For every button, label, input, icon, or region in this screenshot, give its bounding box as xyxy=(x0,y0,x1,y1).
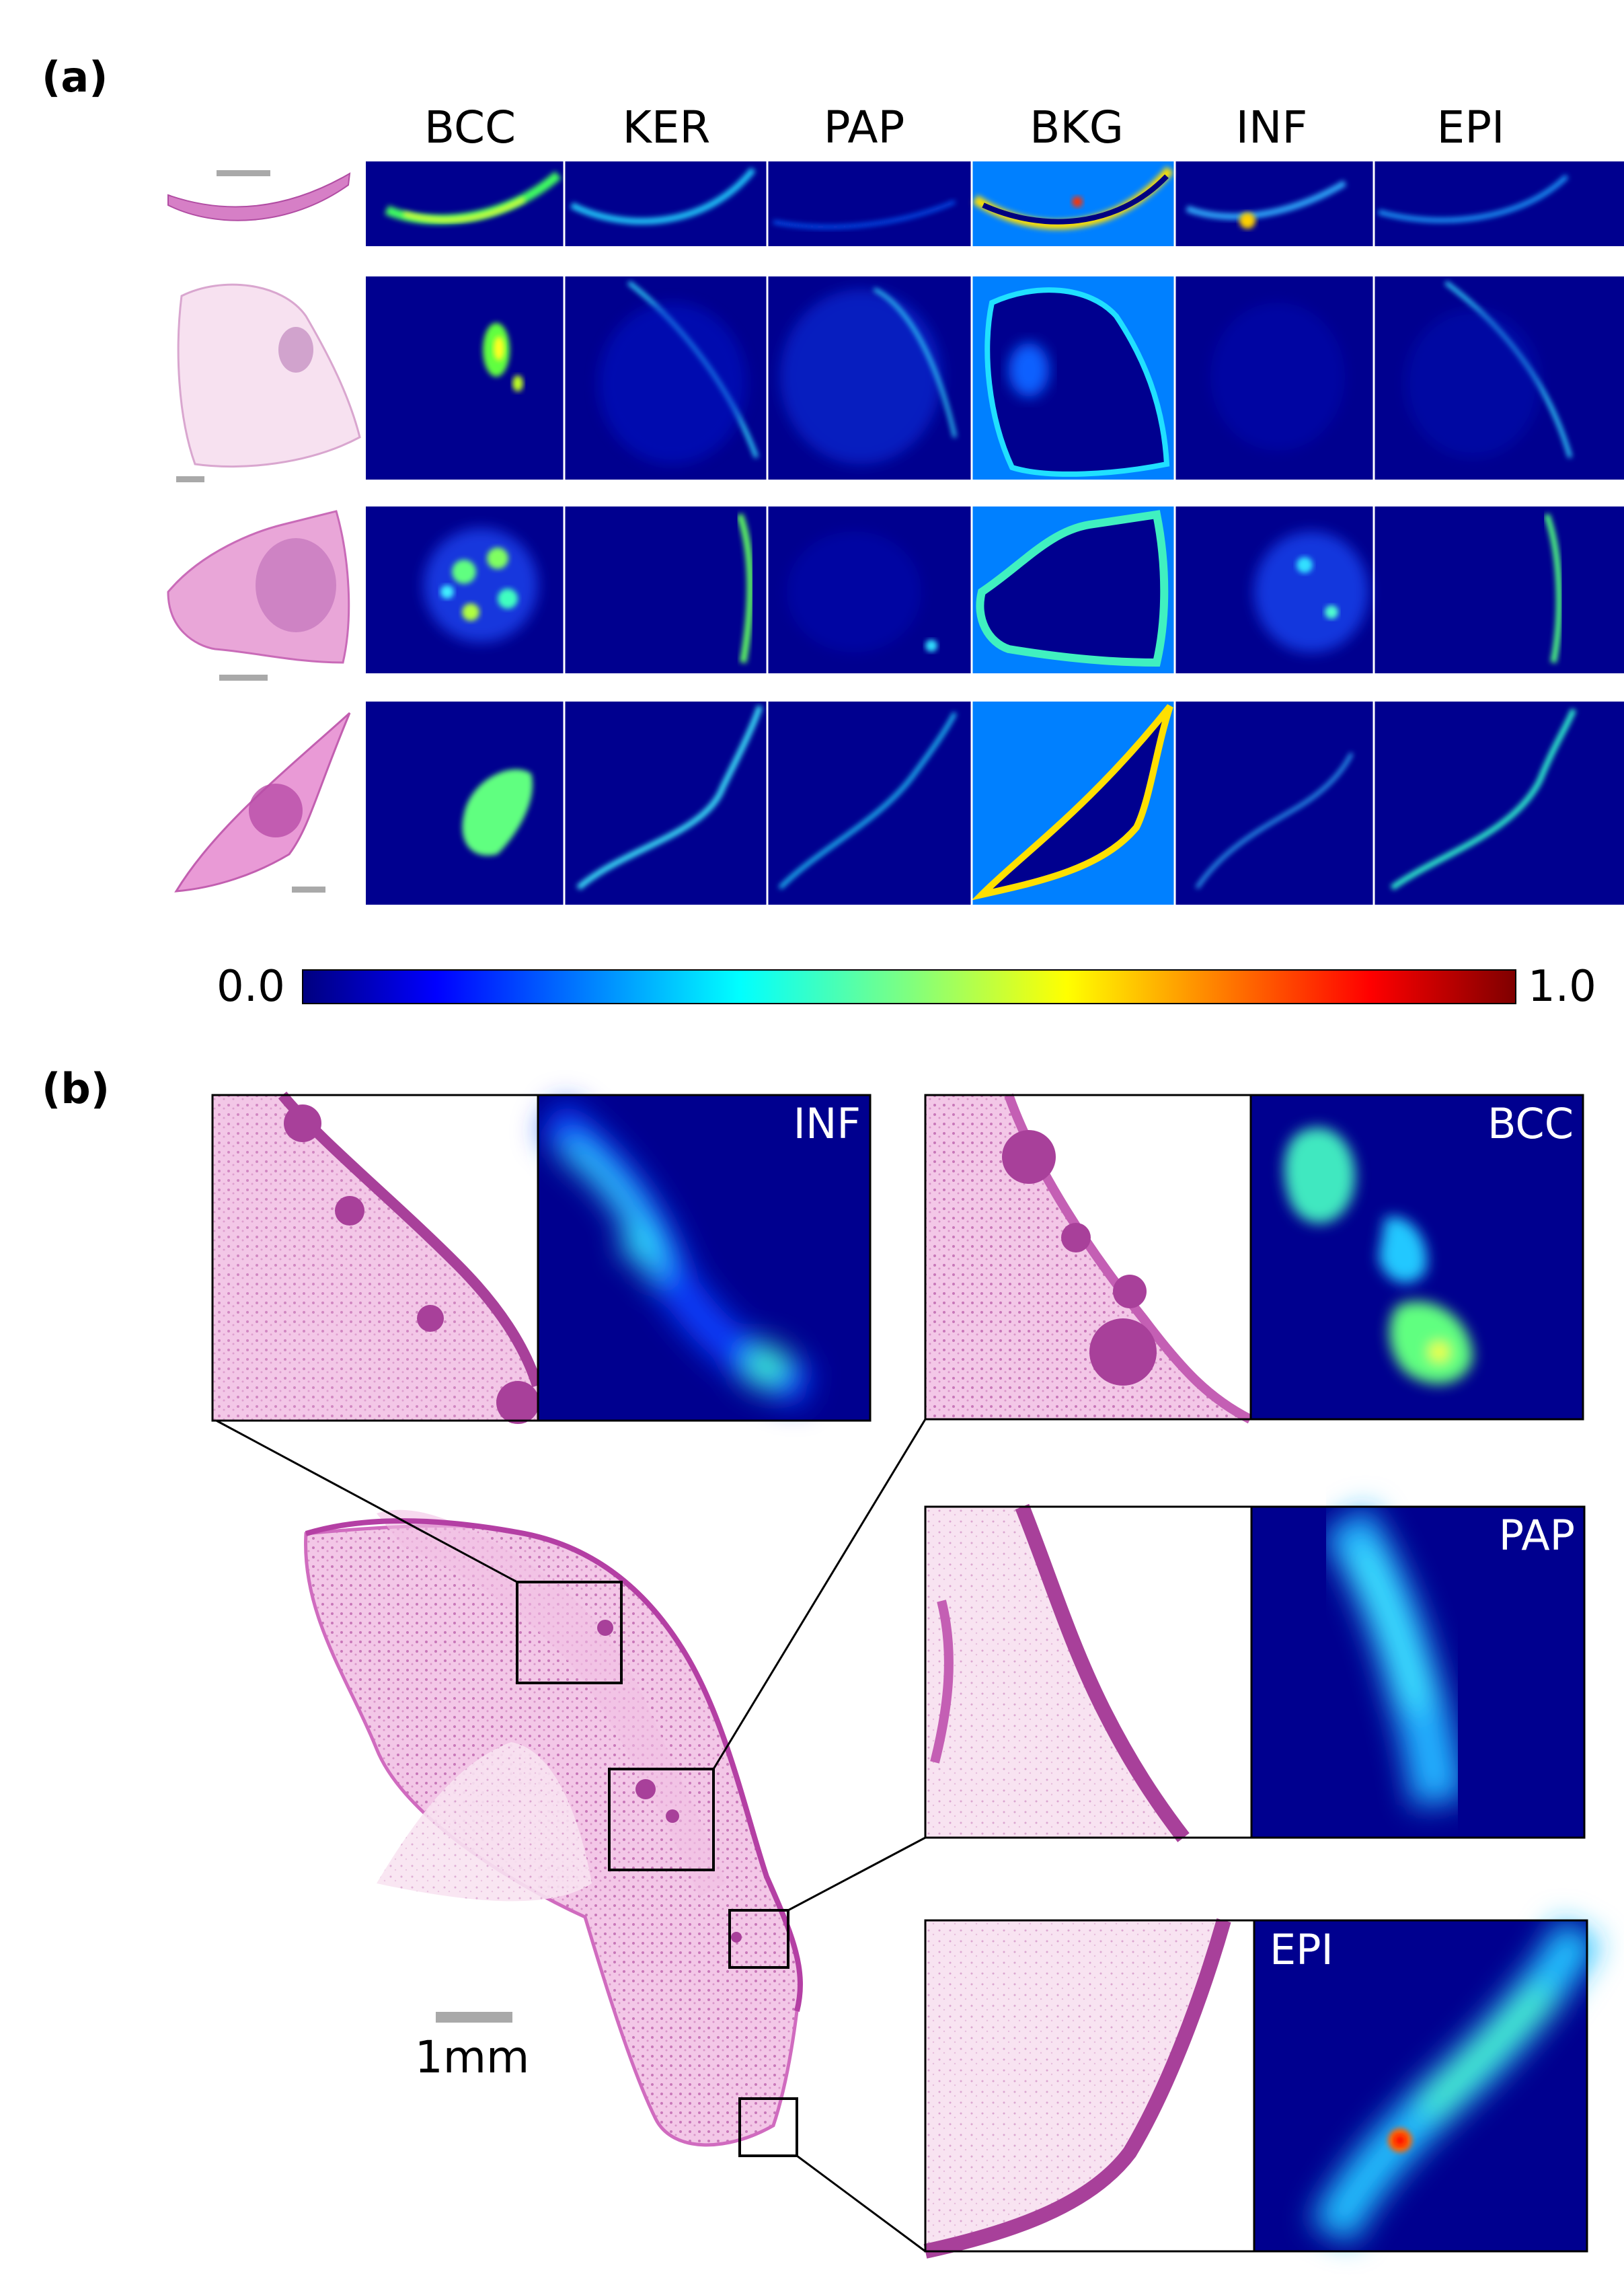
region-box-epi xyxy=(738,2097,798,2157)
region-box-bcc xyxy=(608,1768,715,1871)
inset-inf: INF xyxy=(211,1091,872,1424)
connector-lines xyxy=(213,1418,927,2253)
column-header-pap: PAP xyxy=(824,102,905,153)
column-header-ker: KER xyxy=(623,102,711,153)
scale-bar-row-2 xyxy=(176,476,204,482)
heatmap-row-1 xyxy=(366,161,1624,246)
inset-label-pap: PAP xyxy=(1499,1511,1575,1560)
scale-bar-row-4 xyxy=(292,887,325,893)
row-4 xyxy=(174,702,1624,905)
colorbar-max-label: 1.0 xyxy=(1528,962,1596,1012)
panel-b-label: (b) xyxy=(42,1064,110,1113)
row-1 xyxy=(167,161,1624,246)
heatmap-row-4 xyxy=(366,702,1624,905)
main-scale-bar: 1mm xyxy=(415,2012,530,2083)
inset-pap: PAP xyxy=(924,1503,1586,1842)
inset-label-epi: EPI xyxy=(1270,1925,1333,1974)
column-header-bkg: BKG xyxy=(1030,102,1124,153)
main-tissue-slide xyxy=(304,1509,803,2147)
inset-epi: EPI xyxy=(923,1918,1601,2259)
scale-bar-label: 1mm xyxy=(415,2031,530,2083)
colorbar-min-label: 0.0 xyxy=(217,962,285,1012)
inset-bcc: BCC xyxy=(924,1093,1584,1424)
heatmap-row-3 xyxy=(366,506,1624,673)
colorbar-gradient xyxy=(302,969,1516,1004)
scale-bar xyxy=(436,2012,512,2023)
column-header-epi: EPI xyxy=(1437,102,1505,153)
region-box-pap xyxy=(728,1909,789,1969)
panel-a-label: (a) xyxy=(42,52,108,102)
column-header-bcc: BCC xyxy=(424,102,516,153)
row-2 xyxy=(176,276,1624,482)
colorbar: 0.0 1.0 xyxy=(217,962,1596,1012)
heatmap-row-2 xyxy=(366,276,1624,480)
tissue-thumbnail-1 xyxy=(167,172,351,221)
tissue-thumbnail-2 xyxy=(177,283,361,468)
column-headers: BCC KER PAP BKG INF EPI xyxy=(424,102,1505,153)
column-header-inf: INF xyxy=(1236,102,1308,153)
scale-bar-row-3 xyxy=(219,675,268,681)
inset-label-bcc: BCC xyxy=(1487,1099,1574,1148)
region-box-inf xyxy=(516,1581,623,1684)
inset-label-inf: INF xyxy=(794,1099,861,1148)
scale-bar-row-1 xyxy=(217,170,270,176)
region-boxes xyxy=(516,1581,798,2157)
row-3 xyxy=(167,506,1624,681)
